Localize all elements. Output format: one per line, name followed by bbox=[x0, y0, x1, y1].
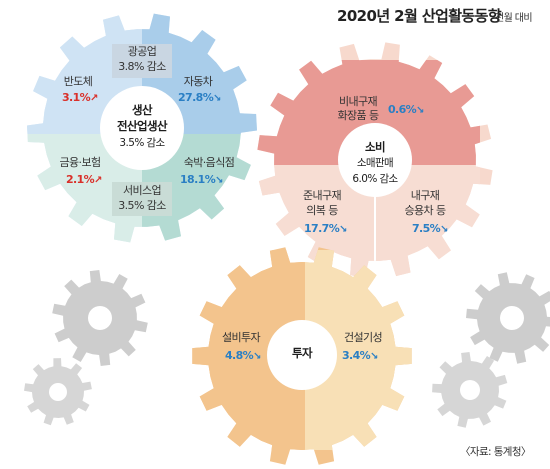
nondurable-value-row: 0.6%↘ bbox=[388, 103, 424, 117]
construction-value-row: 3.4%↘ bbox=[342, 349, 378, 363]
semidurable-value-row: 17.7%↘ bbox=[304, 222, 348, 236]
durable-sublabel: 승용차 등 bbox=[404, 204, 447, 217]
nondurable-value: 0.6% bbox=[388, 103, 417, 116]
equipment-label: 설비투자 bbox=[221, 331, 261, 344]
semidurable-label: 준내구재 bbox=[302, 189, 342, 202]
down-arrow-icon: ↘ bbox=[215, 175, 223, 186]
up-arrow-icon: ↗ bbox=[94, 175, 102, 186]
down-arrow-icon: ↘ bbox=[213, 93, 221, 104]
nondurable-label: 비내구재 bbox=[338, 95, 378, 108]
page-title: 2020년 2월 산업활동동향 bbox=[337, 7, 502, 25]
finance-label: 금융·보험 bbox=[59, 156, 102, 169]
up-arrow-icon: ↗ bbox=[90, 93, 98, 104]
semiconductor-value: 3.1% bbox=[62, 91, 91, 104]
automobile-label: 자동차 bbox=[183, 75, 213, 88]
decor-gear-right-large bbox=[466, 272, 550, 364]
consumption-title: 소비 bbox=[365, 140, 386, 154]
production-title: 생산 bbox=[132, 103, 153, 117]
automobile-value: 27.8% bbox=[178, 91, 214, 104]
equipment-value: 4.8% bbox=[225, 349, 254, 362]
durable-value: 7.5% bbox=[412, 222, 441, 235]
nondurable-sublabel: 화장품 등 bbox=[337, 109, 380, 122]
semidurable-value: 17.7% bbox=[304, 222, 340, 235]
consumption-value: 6.0% 감소 bbox=[352, 173, 398, 185]
construction-value: 3.4% bbox=[342, 349, 371, 362]
down-arrow-icon: ↘ bbox=[416, 105, 424, 116]
decor-gear-right-small bbox=[432, 352, 508, 428]
mining-label: 광공업 bbox=[127, 45, 157, 58]
finance-value-row: 2.1%↗ bbox=[66, 173, 102, 187]
services-box bbox=[112, 182, 172, 216]
consumption-subtitle: 소매판매 bbox=[356, 157, 394, 169]
semiconductor-value-row: 3.1%↗ bbox=[62, 91, 98, 105]
construction-label: 건설기성 bbox=[343, 331, 383, 344]
durable-label: 내구재 bbox=[410, 189, 440, 202]
decor-gear-left-large bbox=[52, 270, 148, 366]
investment-title: 투자 bbox=[292, 346, 313, 360]
lodging-value-row: 18.1%↘ bbox=[180, 173, 224, 187]
services-label: 서비스업 bbox=[122, 184, 162, 197]
unit-note: 전월 대비 bbox=[495, 13, 533, 24]
equipment-value-row: 4.8%↘ bbox=[225, 349, 261, 363]
down-arrow-icon: ↘ bbox=[370, 351, 378, 362]
automobile-value-row: 27.8%↘ bbox=[178, 91, 222, 105]
down-arrow-icon: ↘ bbox=[253, 351, 261, 362]
services-value: 3.5% 감소 bbox=[118, 199, 166, 212]
lodging-value: 18.1% bbox=[180, 173, 216, 186]
source-note: 〈자료: 통계청〉 bbox=[460, 446, 531, 458]
durable-value-row: 7.5%↘ bbox=[412, 222, 448, 236]
mining-box bbox=[112, 44, 172, 78]
semidurable-sublabel: 의복 등 bbox=[306, 204, 338, 217]
mining-value: 3.8% 감소 bbox=[118, 60, 166, 73]
production-subtitle: 전산업생산 bbox=[117, 119, 168, 133]
down-arrow-icon: ↘ bbox=[339, 224, 347, 235]
lodging-label: 숙박·음식점 bbox=[183, 156, 235, 169]
finance-value: 2.1% bbox=[66, 173, 95, 186]
decor-gear-left-small bbox=[24, 358, 92, 426]
down-arrow-icon: ↘ bbox=[440, 224, 448, 235]
production-value: 3.5% 감소 bbox=[119, 137, 165, 149]
semiconductor-label: 반도체 bbox=[63, 75, 93, 88]
